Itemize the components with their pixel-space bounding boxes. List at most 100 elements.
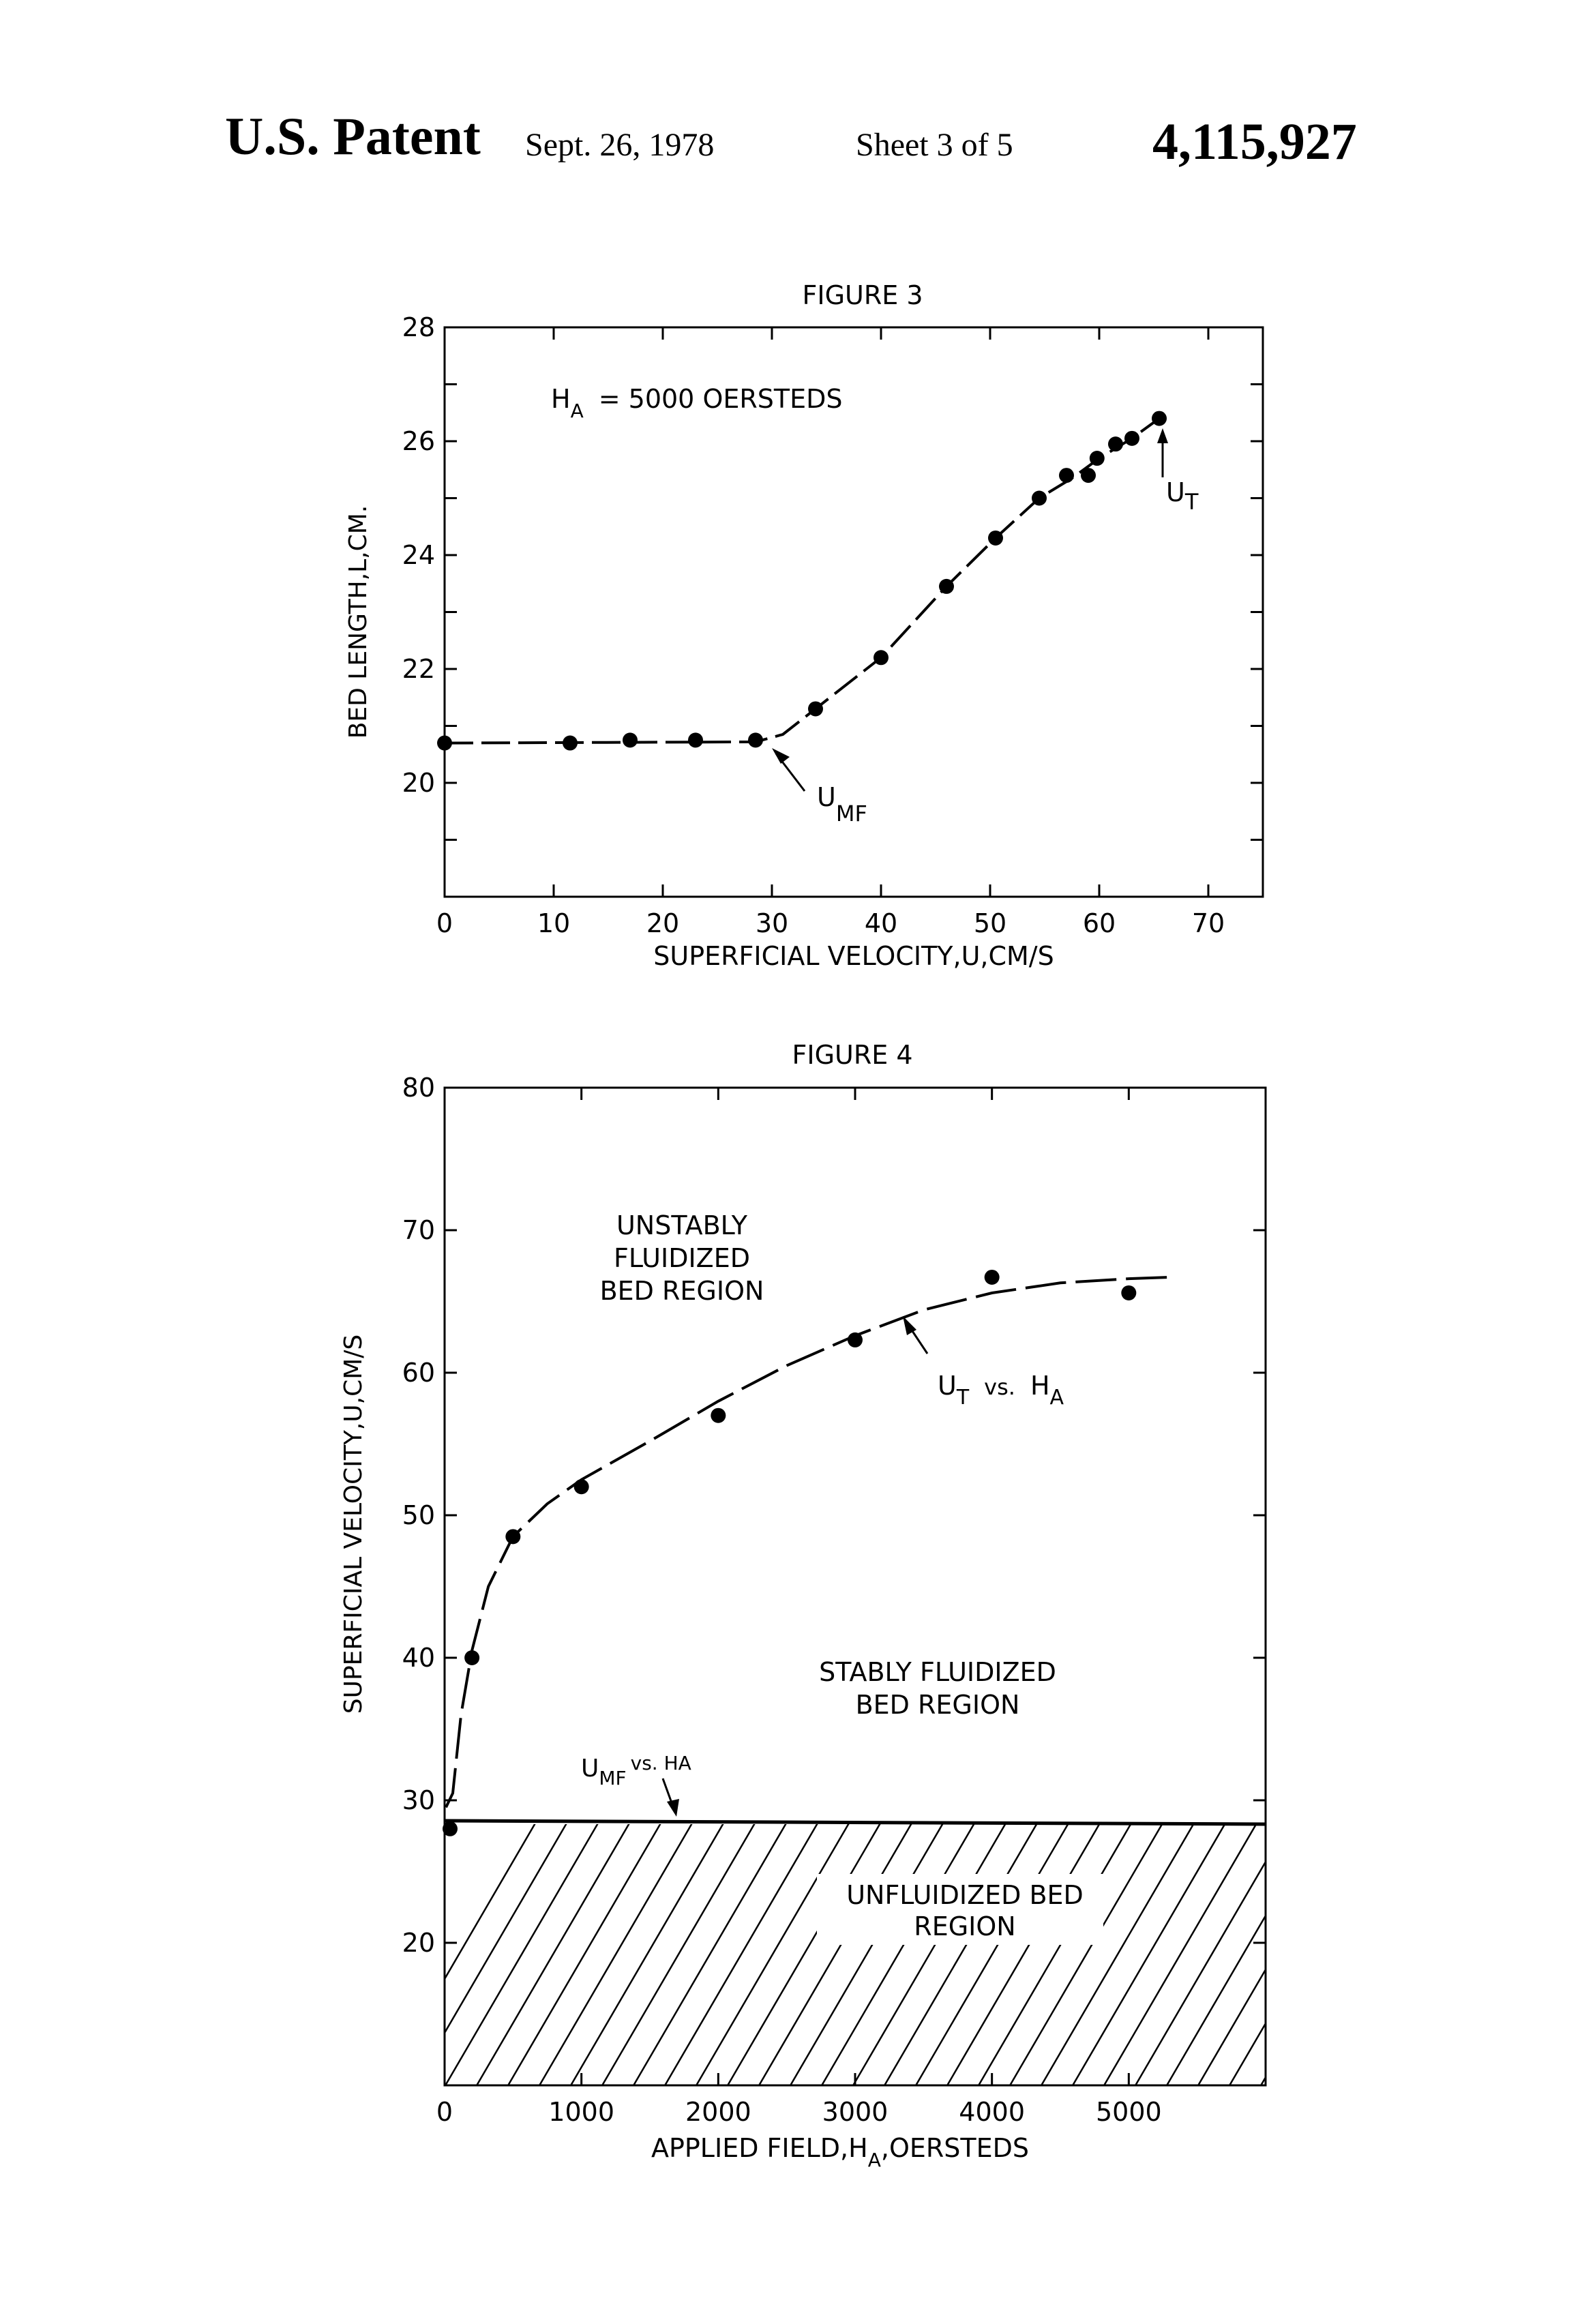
x-tick-label: 70	[1192, 908, 1225, 938]
figure-4-x-tick-labels: 0 1000 2000 3000 4000 5000	[436, 2097, 1162, 2127]
data-point	[574, 1479, 589, 1494]
data-point	[939, 579, 954, 594]
figure-3-umf-annotation: UMF	[772, 748, 867, 826]
hatch-line	[758, 1817, 915, 2087]
figure-3-y-tick-labels: 2022242628	[402, 312, 435, 798]
hatch-line	[601, 1817, 758, 2087]
x-tick-label: 50	[974, 908, 1006, 938]
y-tick-label: 28	[402, 312, 435, 342]
data-point	[988, 531, 1003, 546]
hatch-line	[1103, 1817, 1260, 2087]
figure-4-points	[443, 1270, 1136, 1836]
data-point	[1124, 431, 1139, 446]
svg-text:STABLY FLUIDIZED: STABLY FLUIDIZED	[819, 1657, 1056, 1687]
x-tick-label: 4000	[959, 2097, 1025, 2127]
y-tick-label: 22	[402, 654, 435, 684]
hatch-line	[1260, 1817, 1417, 2087]
x-tick-label: 40	[865, 908, 897, 938]
data-point	[711, 1408, 726, 1423]
hatch-line	[1229, 1817, 1386, 2087]
figure-4-y-tick-labels: 20304050607080	[402, 1073, 435, 1958]
y-tick-label: 60	[402, 1358, 435, 1388]
svg-text:FLUIDIZED: FLUIDIZED	[614, 1243, 750, 1273]
hatch-line	[413, 1817, 570, 2087]
figure-4: FIGURE 4 010002000300040005000 203040506…	[340, 1040, 1448, 2171]
data-point	[1081, 468, 1096, 483]
figure-3-x-tick-labels: 0 10 20 30 40 50 60 70	[436, 908, 1225, 938]
svg-text:UT: UT	[1166, 477, 1199, 515]
figure-3: FIGURE 3 010203040506070 2022242628 SUPE…	[344, 280, 1263, 971]
x-tick-label: 30	[756, 908, 788, 938]
data-point	[443, 1821, 458, 1836]
figure-3-y-axis-label: BED LENGTH,L,CM.	[344, 505, 372, 739]
figure-4-y-axis-label: SUPERFICIAL VELOCITY,U,CM/S	[340, 1335, 368, 1714]
hatch-line	[633, 1817, 790, 2087]
hatch-line	[978, 1817, 1135, 2087]
data-point	[1121, 1285, 1136, 1300]
hatch-line	[1135, 1817, 1292, 2087]
figure-3-x-axis-label: SUPERFICIAL VELOCITY,U,CM/S	[653, 941, 1054, 971]
umf-vs-ha-annotation: UMFvs. HA	[581, 1752, 691, 1817]
x-tick-label: 1000	[548, 2097, 614, 2127]
svg-text:UMFvs. HA: UMFvs. HA	[581, 1752, 691, 1789]
figure-3-curve	[445, 419, 1159, 743]
data-point	[1108, 436, 1123, 451]
y-tick-label: 50	[402, 1500, 435, 1530]
data-point	[748, 732, 763, 747]
data-point	[1090, 451, 1105, 466]
svg-text:UNFLUIDIZED BED: UNFLUIDIZED BED	[846, 1880, 1084, 1910]
figure-4-title: FIGURE 4	[792, 1040, 913, 1070]
hatch-line	[915, 1817, 1072, 2087]
data-point	[623, 732, 638, 747]
svg-text:REGION: REGION	[914, 1911, 1015, 1941]
hatch-line	[727, 1817, 884, 2087]
figure-4-x-axis-label: APPLIED FIELD,HA,OERSTEDS	[651, 2133, 1029, 2171]
figure-3-title: FIGURE 3	[803, 280, 923, 310]
x-tick-label: 5000	[1096, 2097, 1162, 2127]
data-point	[437, 736, 452, 751]
figure-3-ut-annotation: UT	[1157, 428, 1199, 515]
hatch-line	[1072, 1817, 1229, 2087]
hatch-line	[539, 1817, 696, 2087]
data-point	[505, 1529, 520, 1544]
figure-3-points	[437, 411, 1167, 751]
hatch-line	[476, 1817, 633, 2087]
figure-3-condition-label: HA= 5000 OERSTEDS	[551, 384, 843, 422]
svg-text:UMF: UMF	[817, 782, 867, 826]
x-tick-label: 0	[436, 908, 453, 938]
y-tick-label: 30	[402, 1785, 435, 1815]
y-tick-label: 20	[402, 1928, 435, 1958]
hatch-line	[1166, 1817, 1323, 2087]
hatch-line	[821, 1817, 978, 2087]
x-tick-label: 60	[1083, 908, 1116, 938]
hatch-line	[664, 1817, 821, 2087]
x-tick-label: 20	[646, 908, 679, 938]
data-point	[848, 1332, 863, 1347]
data-point	[1032, 491, 1047, 506]
x-tick-label: 3000	[822, 2097, 889, 2127]
x-tick-label: 10	[537, 908, 570, 938]
hatch-line	[884, 1817, 1041, 2087]
svg-text:BED REGION: BED REGION	[600, 1276, 764, 1306]
data-point	[563, 736, 578, 751]
hatch-line	[946, 1817, 1103, 2087]
y-tick-label: 20	[402, 768, 435, 798]
hatch-line	[570, 1817, 727, 2087]
data-point	[874, 650, 889, 665]
hatch-line	[1009, 1817, 1166, 2087]
figure-4-curve	[446, 1277, 1170, 1807]
x-tick-label: 0	[436, 2097, 453, 2127]
svg-text:UNSTABLY: UNSTABLY	[616, 1210, 748, 1240]
ut-vs-ha-annotation: UTvs.HA	[903, 1316, 1064, 1410]
y-tick-label: 70	[402, 1215, 435, 1245]
svg-text:UTvs.HA: UTvs.HA	[938, 1371, 1064, 1410]
hatch-line	[1292, 1817, 1448, 2087]
y-tick-label: 24	[402, 540, 435, 570]
hatch-line	[790, 1817, 946, 2087]
x-tick-label: 2000	[685, 2097, 751, 2127]
hatch-line	[1197, 1817, 1354, 2087]
hatch-line	[696, 1817, 852, 2087]
region-stable-label: STABLY FLUIDIZED BED REGION	[819, 1657, 1056, 1720]
hatch-line	[1041, 1817, 1197, 2087]
